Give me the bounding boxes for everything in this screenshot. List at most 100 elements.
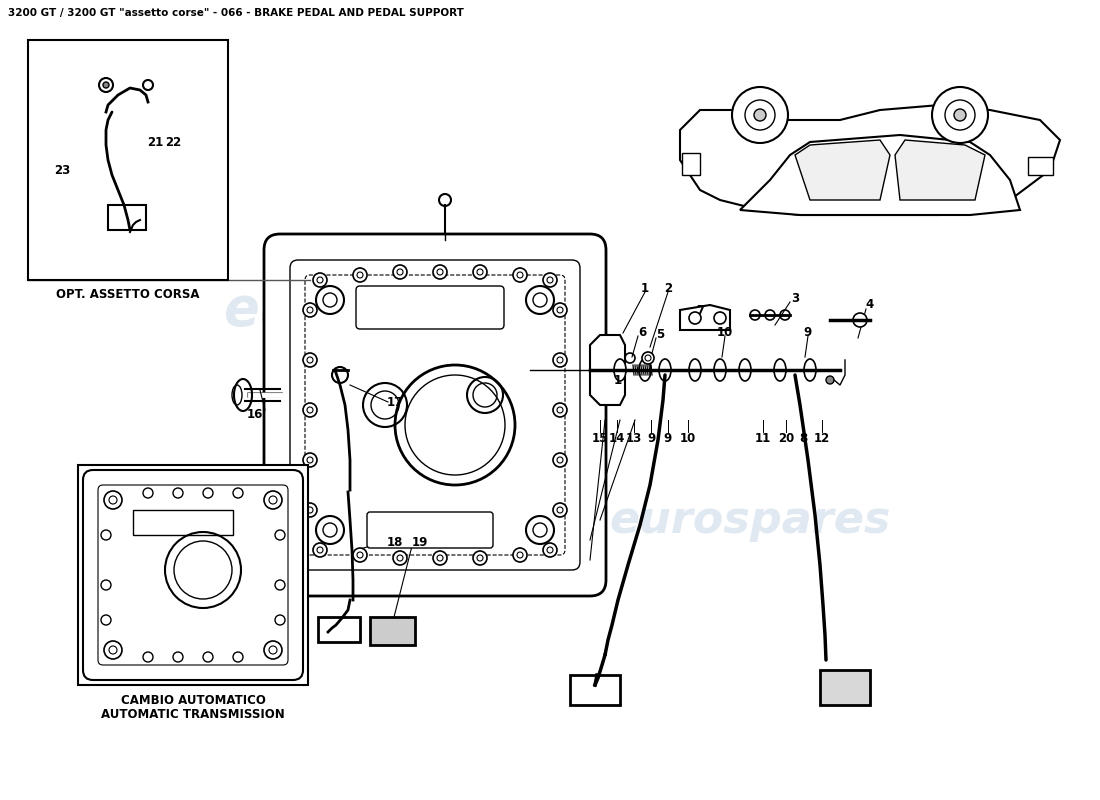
Text: 9: 9 — [647, 431, 656, 445]
FancyBboxPatch shape — [264, 234, 606, 596]
Circle shape — [302, 353, 317, 367]
Bar — [28, 40, 228, 280]
Circle shape — [393, 265, 407, 279]
Circle shape — [852, 313, 867, 327]
Text: 10: 10 — [717, 326, 733, 338]
Bar — [682, 153, 700, 175]
Circle shape — [642, 352, 654, 364]
FancyBboxPatch shape — [82, 470, 302, 680]
Bar — [1028, 157, 1053, 175]
Text: AUTOMATIC TRANSMISSION: AUTOMATIC TRANSMISSION — [101, 709, 285, 722]
Circle shape — [264, 491, 282, 509]
Circle shape — [543, 273, 557, 287]
Text: 8: 8 — [799, 431, 807, 445]
Bar — [78, 465, 308, 685]
Bar — [133, 510, 233, 535]
Circle shape — [302, 403, 317, 417]
Text: 20: 20 — [778, 431, 794, 445]
Circle shape — [473, 551, 487, 565]
Text: 21: 21 — [147, 137, 163, 150]
Text: CAMBIO AUTOMATICO: CAMBIO AUTOMATICO — [121, 694, 265, 707]
Circle shape — [264, 641, 282, 659]
FancyBboxPatch shape — [98, 485, 288, 665]
Circle shape — [314, 273, 327, 287]
Circle shape — [826, 376, 834, 384]
Text: 23: 23 — [54, 163, 70, 177]
Circle shape — [433, 265, 447, 279]
Circle shape — [553, 303, 566, 317]
Ellipse shape — [689, 359, 701, 381]
Text: 1: 1 — [614, 374, 623, 386]
Circle shape — [433, 551, 447, 565]
Circle shape — [143, 80, 153, 90]
Circle shape — [314, 543, 327, 557]
Circle shape — [954, 109, 966, 121]
Text: 5: 5 — [656, 327, 664, 341]
Circle shape — [302, 453, 317, 467]
Polygon shape — [680, 105, 1060, 215]
Text: 16: 16 — [246, 409, 263, 422]
Circle shape — [553, 503, 566, 517]
FancyBboxPatch shape — [367, 512, 493, 548]
Polygon shape — [795, 140, 890, 200]
Text: 15: 15 — [592, 431, 608, 445]
Text: 2: 2 — [664, 282, 672, 294]
Text: 3: 3 — [791, 291, 799, 305]
Circle shape — [689, 312, 701, 324]
Circle shape — [754, 109, 766, 121]
Ellipse shape — [614, 359, 626, 381]
Circle shape — [316, 286, 344, 314]
Circle shape — [932, 87, 988, 143]
Ellipse shape — [804, 359, 816, 381]
Polygon shape — [895, 140, 984, 200]
FancyBboxPatch shape — [356, 286, 504, 329]
Bar — [370, 617, 415, 645]
Circle shape — [473, 265, 487, 279]
Text: 9: 9 — [664, 431, 672, 445]
Circle shape — [513, 268, 527, 282]
Circle shape — [526, 516, 554, 544]
Text: 12: 12 — [814, 431, 830, 445]
Text: 14: 14 — [608, 431, 625, 445]
Text: 4: 4 — [866, 298, 874, 311]
Polygon shape — [740, 135, 1020, 215]
Bar — [820, 670, 870, 705]
Text: 7: 7 — [696, 303, 704, 317]
Circle shape — [103, 82, 109, 88]
Text: 3200 GT / 3200 GT "assetto corse" - 066 - BRAKE PEDAL AND PEDAL SUPPORT: 3200 GT / 3200 GT "assetto corse" - 066 … — [8, 8, 464, 18]
Ellipse shape — [739, 359, 751, 381]
Text: 10: 10 — [680, 431, 696, 445]
Circle shape — [393, 551, 407, 565]
Text: 6: 6 — [638, 326, 646, 338]
Circle shape — [732, 87, 788, 143]
Text: eurospares: eurospares — [609, 498, 891, 542]
Circle shape — [353, 548, 367, 562]
Circle shape — [353, 268, 367, 282]
Ellipse shape — [714, 359, 726, 381]
Ellipse shape — [774, 359, 786, 381]
Text: 13: 13 — [626, 431, 642, 445]
Circle shape — [526, 286, 554, 314]
Bar — [570, 675, 620, 705]
Circle shape — [104, 491, 122, 509]
Circle shape — [543, 543, 557, 557]
Circle shape — [104, 641, 122, 659]
Circle shape — [302, 303, 317, 317]
Text: 19: 19 — [411, 535, 428, 549]
Text: 17: 17 — [387, 395, 403, 409]
Circle shape — [332, 367, 348, 383]
Circle shape — [302, 503, 317, 517]
Circle shape — [714, 312, 726, 324]
Text: 1: 1 — [641, 282, 649, 294]
Text: eurospares: eurospares — [223, 284, 557, 336]
Ellipse shape — [659, 359, 671, 381]
Bar — [318, 617, 360, 642]
Ellipse shape — [639, 359, 651, 381]
Polygon shape — [590, 335, 625, 405]
Circle shape — [553, 353, 566, 367]
Text: 11: 11 — [755, 431, 771, 445]
Polygon shape — [680, 305, 730, 330]
Circle shape — [553, 453, 566, 467]
Text: OPT. ASSETTO CORSA: OPT. ASSETTO CORSA — [56, 287, 200, 301]
Circle shape — [316, 516, 344, 544]
